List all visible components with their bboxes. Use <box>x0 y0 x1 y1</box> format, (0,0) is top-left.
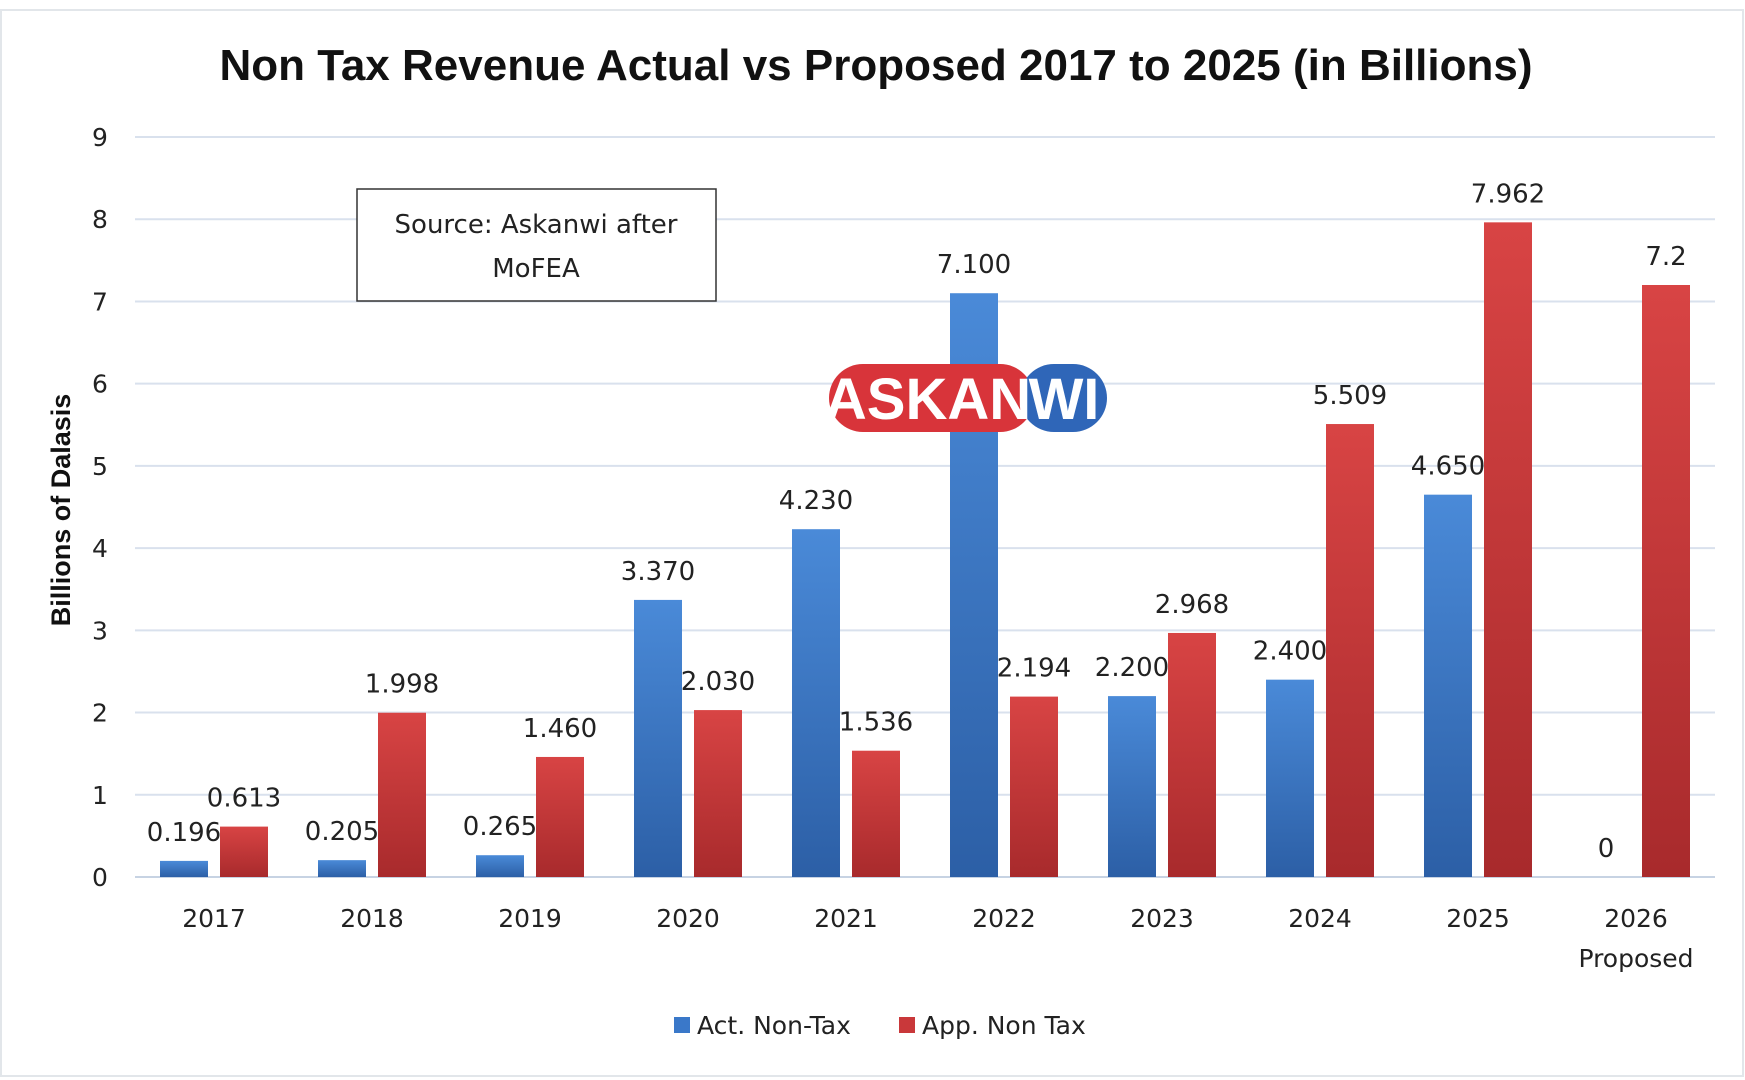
data-label-act: 2.200 <box>1095 653 1169 683</box>
legend-label-app: App. Non Tax <box>922 1011 1086 1040</box>
logo-left-pill <box>829 364 1034 432</box>
source-line-2: MoFEA <box>492 254 580 284</box>
data-label-app: 1.460 <box>523 714 597 744</box>
logo-text-part1: ASKAN <box>825 367 1031 432</box>
y-tick-label: 3 <box>92 616 108 645</box>
x-tick-label: 2021 <box>814 904 878 933</box>
legend-label-act: Act. Non-Tax <box>697 1011 851 1040</box>
source-box <box>356 188 717 302</box>
bar-app-non-tax <box>1642 285 1690 877</box>
source-line-1: Source: Askanwi after <box>395 210 678 240</box>
bars <box>160 222 1690 877</box>
data-label-app: 0.613 <box>207 784 281 814</box>
data-label-act: 7.100 <box>937 250 1011 280</box>
data-label-act: 0.196 <box>147 818 221 848</box>
x-tick-label: 2022 <box>972 904 1036 933</box>
bar-app-non-tax <box>852 750 900 877</box>
y-tick-label: 1 <box>92 781 108 810</box>
x-tick-label: 2026 <box>1604 904 1668 933</box>
bar-act-non-tax <box>1266 679 1314 877</box>
data-label-app: 7.962 <box>1471 179 1545 209</box>
x-tick-label: Proposed <box>1578 944 1693 973</box>
data-label-act: 2.400 <box>1253 637 1327 667</box>
x-tick-label: 2020 <box>656 904 720 933</box>
data-label-app: 5.509 <box>1313 381 1387 411</box>
legend-swatch-act <box>674 1017 690 1033</box>
y-tick-label: 6 <box>92 370 108 399</box>
bar-app-non-tax <box>1168 632 1216 877</box>
data-label-act: 4.650 <box>1411 452 1485 482</box>
y-axis-label: Billions of Dalasis <box>46 394 76 627</box>
data-label-act: 0.265 <box>463 812 537 842</box>
logo-right-pill <box>1020 364 1107 432</box>
x-tick-label: 2023 <box>1130 904 1194 933</box>
data-label-act: 0.205 <box>305 817 379 847</box>
data-label-app: 1.536 <box>839 708 913 738</box>
bar-app-non-tax <box>536 756 584 877</box>
data-label-app: 2.968 <box>1155 590 1229 620</box>
data-labels: 0.196 0.613 0.205 1.998 0.265 1.460 3.370 2.030… <box>147 179 1687 864</box>
data-label-act: 3.370 <box>621 557 695 587</box>
logo-text-part2: WI <box>1029 367 1100 432</box>
x-tick-label: 2025 <box>1446 904 1510 933</box>
y-tick-label: 8 <box>92 205 108 234</box>
chart-title: Non Tax Revenue Actual vs Proposed 2017 … <box>219 41 1532 90</box>
x-tick-label: 2018 <box>340 904 404 933</box>
bar-act-non-tax <box>476 855 524 877</box>
bar-app-non-tax <box>220 826 268 877</box>
bar-act-non-tax <box>160 860 208 877</box>
bar-act-non-tax <box>792 529 840 877</box>
bar-act-non-tax <box>1424 494 1472 877</box>
askanwi-logo: ASKAN WI <box>825 364 1107 432</box>
data-label-app: 2.030 <box>681 667 755 697</box>
y-tick-label: 5 <box>92 452 108 481</box>
bar-app-non-tax <box>1010 696 1058 877</box>
y-tick-label: 9 <box>92 123 108 152</box>
source-annotation: Source: Askanwi after MoFEA <box>356 188 717 302</box>
y-tick-label: 2 <box>92 699 108 728</box>
bar-app-non-tax <box>378 712 426 877</box>
bar-act-non-tax <box>1108 696 1156 877</box>
legend: Act. Non-Tax App. Non Tax <box>674 1011 1086 1040</box>
bar-act-non-tax <box>318 860 366 877</box>
y-tick-label: 4 <box>92 534 108 563</box>
x-tick-label: 2019 <box>498 904 562 933</box>
x-axis-ticks: 2017 2018 2019 2020 2021 2022 2023 2024 2025 2026… <box>182 904 1693 973</box>
data-label-app: 1.998 <box>365 670 439 700</box>
data-label-app: 7.2 <box>1645 242 1686 272</box>
y-tick-label: 0 <box>92 863 108 892</box>
bar-app-non-tax <box>694 710 742 877</box>
bar-app-non-tax <box>1484 222 1532 877</box>
data-label-app: 2.194 <box>997 654 1071 684</box>
x-tick-label: 2024 <box>1288 904 1352 933</box>
legend-swatch-app <box>899 1017 915 1033</box>
data-label-act: 4.230 <box>779 486 853 516</box>
y-axis-ticks: 0 1 2 3 4 5 6 7 8 9 <box>92 123 108 892</box>
data-label-act: 0 <box>1598 834 1615 864</box>
y-tick-label: 7 <box>92 287 108 316</box>
x-tick-label: 2017 <box>182 904 246 933</box>
bar-app-non-tax <box>1326 424 1374 877</box>
bar-act-non-tax <box>634 599 682 877</box>
